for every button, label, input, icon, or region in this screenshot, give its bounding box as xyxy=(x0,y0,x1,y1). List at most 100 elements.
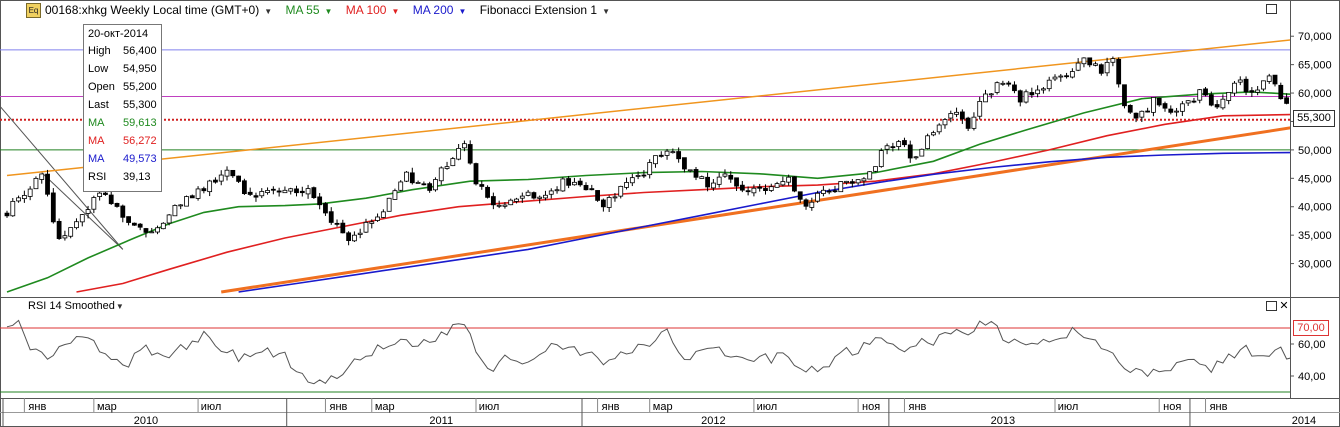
maximize-icon[interactable] xyxy=(1266,301,1277,311)
x-year-label: 2014 xyxy=(1292,415,1316,427)
chevron-down-icon[interactable]: ▼ xyxy=(391,7,400,16)
ma55-label[interactable]: MA 55 xyxy=(285,3,320,17)
fib-swing-b-line xyxy=(0,105,124,250)
chevron-down-icon[interactable]: ▼ xyxy=(264,7,273,16)
info-label: Low xyxy=(88,63,109,75)
candle-body xyxy=(653,155,658,165)
symbol-label[interactable]: 00168:xhkg Weekly Local time (GMT+0) xyxy=(45,3,260,17)
candle-body xyxy=(351,234,357,242)
ohlc-info-box: 20-окт-2014 High 56,400 Low 54,950 Open 55,… xyxy=(83,24,162,192)
ma200-line xyxy=(238,151,1290,293)
candle-body xyxy=(508,199,514,206)
candle-body xyxy=(884,145,890,150)
candle-body xyxy=(687,169,693,172)
candle-body xyxy=(189,195,195,199)
candlestick xyxy=(1185,100,1191,106)
candle-body xyxy=(1139,110,1145,118)
candle-body xyxy=(861,178,867,182)
candlestick xyxy=(809,197,815,211)
candle-body xyxy=(942,119,948,126)
last-price-tag: 55,300 xyxy=(1293,110,1335,127)
fibonacci-label[interactable]: Fibonacci Extension 1 xyxy=(479,3,598,17)
candlestick xyxy=(849,178,855,188)
info-value: 55,300 xyxy=(123,99,157,111)
candle-body xyxy=(126,216,131,223)
candlestick xyxy=(716,172,722,188)
price-y-tick-label: 35,000 xyxy=(1298,230,1332,242)
candle-body xyxy=(635,175,641,177)
candlestick xyxy=(467,140,473,165)
chevron-down-icon[interactable]: ▼ xyxy=(458,7,467,16)
candle-body xyxy=(39,173,45,180)
x-month-label: июл xyxy=(1058,401,1079,413)
rsi-y-tick-label: 60,00 xyxy=(1298,339,1326,351)
candle-body xyxy=(184,196,189,207)
candlestick xyxy=(178,204,184,210)
candlestick xyxy=(427,181,433,193)
equity-icon[interactable]: Eq xyxy=(26,3,41,19)
candlestick xyxy=(572,177,577,186)
candlestick xyxy=(705,172,710,192)
candlestick xyxy=(1017,89,1023,107)
ma200-label[interactable]: MA 200 xyxy=(412,3,454,17)
chevron-down-icon[interactable]: ▼ xyxy=(115,302,124,311)
candle-body xyxy=(641,174,647,177)
candlestick xyxy=(797,191,803,204)
candle-body xyxy=(1098,64,1104,74)
candlestick xyxy=(21,190,27,203)
candlestick xyxy=(369,219,375,229)
rsi-panel-title[interactable]: RSI 14 Smoothed▼ xyxy=(28,299,124,313)
candle-body xyxy=(803,199,809,207)
candlestick xyxy=(873,166,878,173)
info-label: Open xyxy=(88,81,115,93)
candlestick xyxy=(363,218,369,233)
candle-body xyxy=(1122,84,1127,107)
ma100-label[interactable]: MA 100 xyxy=(345,3,387,17)
candlestick xyxy=(189,194,195,199)
candle-body xyxy=(218,174,224,182)
candlestick xyxy=(959,109,965,124)
candle-body xyxy=(1081,57,1087,65)
candle-body xyxy=(907,144,913,159)
candlestick xyxy=(137,223,143,231)
candlestick xyxy=(641,170,647,179)
candle-body xyxy=(595,190,600,201)
candle-body xyxy=(213,179,218,183)
candlestick xyxy=(577,178,583,187)
candle-body xyxy=(954,111,959,115)
rsi-title-text[interactable]: RSI 14 Smoothed xyxy=(28,300,115,312)
candlestick xyxy=(485,185,490,199)
candlestick xyxy=(438,166,444,185)
maximize-icon[interactable] xyxy=(1266,4,1277,14)
candle-body xyxy=(710,182,716,189)
candlestick xyxy=(1226,91,1232,105)
candle-body xyxy=(1127,104,1133,113)
candlestick xyxy=(925,133,931,150)
candlestick xyxy=(1208,91,1214,107)
candle-body xyxy=(496,204,502,207)
candlestick xyxy=(757,183,763,192)
candle-body xyxy=(120,205,126,218)
candle-body xyxy=(931,132,936,136)
candle-body xyxy=(21,195,27,200)
candlestick xyxy=(334,219,340,227)
candle-body xyxy=(473,163,479,185)
candle-body xyxy=(1226,91,1232,101)
candlestick xyxy=(479,180,485,190)
info-row-rsi: RSI 39,13 xyxy=(88,169,151,185)
candle-body xyxy=(1266,75,1272,82)
candlestick xyxy=(68,227,74,239)
price-y-tick-label: 60,000 xyxy=(1298,88,1332,100)
candlestick xyxy=(734,177,739,191)
candle-body xyxy=(560,178,566,192)
candlestick xyxy=(282,186,288,194)
candlestick xyxy=(346,231,352,246)
candle-body xyxy=(600,199,606,208)
candlestick xyxy=(450,156,456,167)
chevron-down-icon[interactable]: ▼ xyxy=(324,7,333,16)
chevron-down-icon[interactable]: ▼ xyxy=(602,7,611,16)
info-row-high: High 56,400 xyxy=(88,43,157,59)
candle-body xyxy=(658,154,664,157)
close-icon[interactable]: ✕ xyxy=(1279,300,1289,312)
